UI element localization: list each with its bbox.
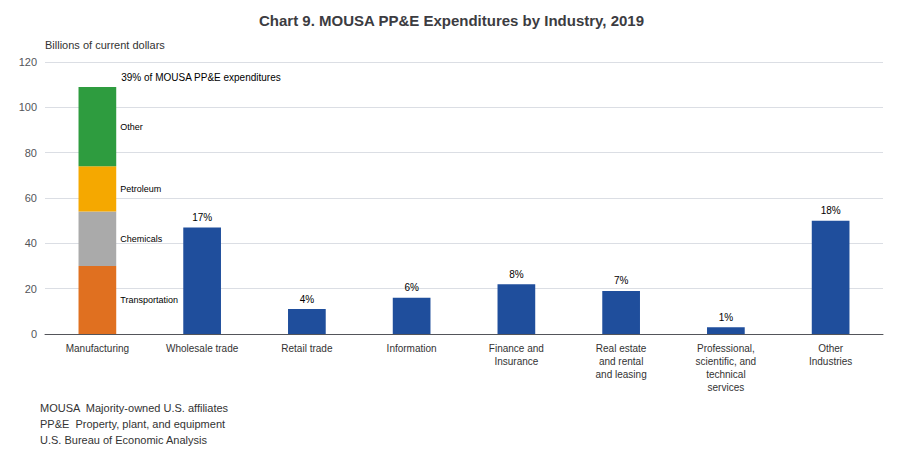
svg-text:7%: 7% <box>614 275 629 286</box>
svg-text:PP&E Property, plant, and equ: PP&E Property, plant, and equipment <box>40 418 225 430</box>
svg-text:Other: Other <box>818 343 844 354</box>
svg-text:18%: 18% <box>821 205 841 216</box>
svg-text:and rental: and rental <box>599 356 643 367</box>
svg-text:Billions of current dollars: Billions of current dollars <box>45 39 165 51</box>
svg-text:20: 20 <box>25 283 37 295</box>
svg-text:Manufacturing: Manufacturing <box>66 343 129 354</box>
svg-text:6%: 6% <box>404 282 419 293</box>
svg-text:MOUSA Majority-owned U.S. aff: MOUSA Majority-owned U.S. affiliates <box>40 402 229 414</box>
svg-text:services: services <box>708 382 745 393</box>
svg-text:Finance and: Finance and <box>489 343 544 354</box>
svg-text:0: 0 <box>31 328 37 340</box>
svg-text:Industries: Industries <box>809 356 852 367</box>
svg-text:Real estate: Real estate <box>596 343 647 354</box>
svg-text:Insurance: Insurance <box>494 356 538 367</box>
svg-text:39% of MOUSA PP&E expenditures: 39% of MOUSA PP&E expenditures <box>121 72 281 83</box>
svg-text:Transportation: Transportation <box>120 295 178 305</box>
svg-text:U.S. Bureau of Economic Analys: U.S. Bureau of Economic Analysis <box>40 434 207 446</box>
svg-text:Chemicals: Chemicals <box>120 234 163 244</box>
svg-text:4%: 4% <box>300 294 315 305</box>
svg-text:scientific, and: scientific, and <box>696 356 757 367</box>
svg-text:Professional,: Professional, <box>697 343 755 354</box>
svg-text:1%: 1% <box>719 312 734 323</box>
svg-text:120: 120 <box>19 56 37 68</box>
svg-text:Information: Information <box>387 343 437 354</box>
svg-text:Petroleum: Petroleum <box>120 184 161 194</box>
svg-text:Retail trade: Retail trade <box>281 343 333 354</box>
svg-text:technical: technical <box>706 369 745 380</box>
svg-text:60: 60 <box>25 192 37 204</box>
svg-text:40: 40 <box>25 237 37 249</box>
svg-text:and leasing: and leasing <box>596 369 647 380</box>
svg-text:17%: 17% <box>192 212 212 223</box>
svg-text:80: 80 <box>25 147 37 159</box>
svg-text:100: 100 <box>19 101 37 113</box>
svg-text:Other: Other <box>120 122 143 132</box>
svg-text:Chart 9. MOUSA PP&E Expenditur: Chart 9. MOUSA PP&E Expenditures by Indu… <box>259 12 644 29</box>
svg-text:Wholesale trade: Wholesale trade <box>166 343 239 354</box>
svg-text:8%: 8% <box>509 269 524 280</box>
